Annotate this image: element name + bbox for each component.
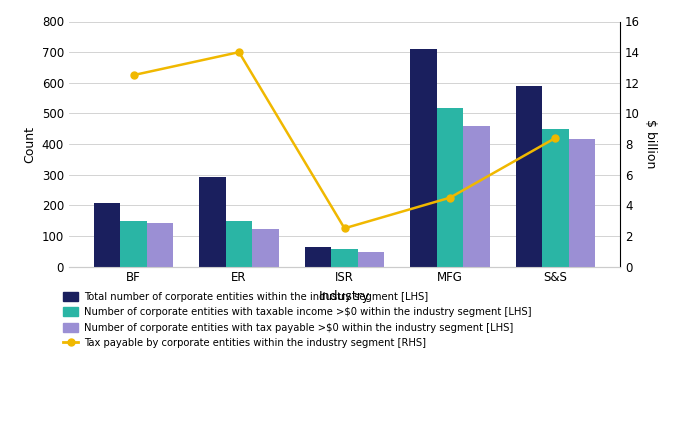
Bar [331, 249, 358, 267]
Bar [199, 177, 226, 267]
Bar [226, 221, 252, 267]
Bar [411, 49, 437, 267]
Bar [94, 203, 121, 267]
Legend: Total number of corporate entities within the industry segment [LHS], Number of : Total number of corporate entities withi… [60, 289, 535, 351]
Bar [568, 138, 595, 267]
Bar [358, 252, 384, 267]
Bar [542, 129, 568, 267]
Bar [463, 126, 490, 267]
Bar [516, 86, 542, 267]
X-axis label: Industry: Industry [319, 290, 370, 303]
Bar [437, 108, 463, 267]
Bar [121, 221, 147, 267]
Bar [147, 223, 173, 267]
Y-axis label: $ billion: $ billion [644, 120, 657, 169]
Bar [252, 229, 278, 267]
Y-axis label: Count: Count [23, 126, 37, 163]
Bar [305, 247, 331, 267]
